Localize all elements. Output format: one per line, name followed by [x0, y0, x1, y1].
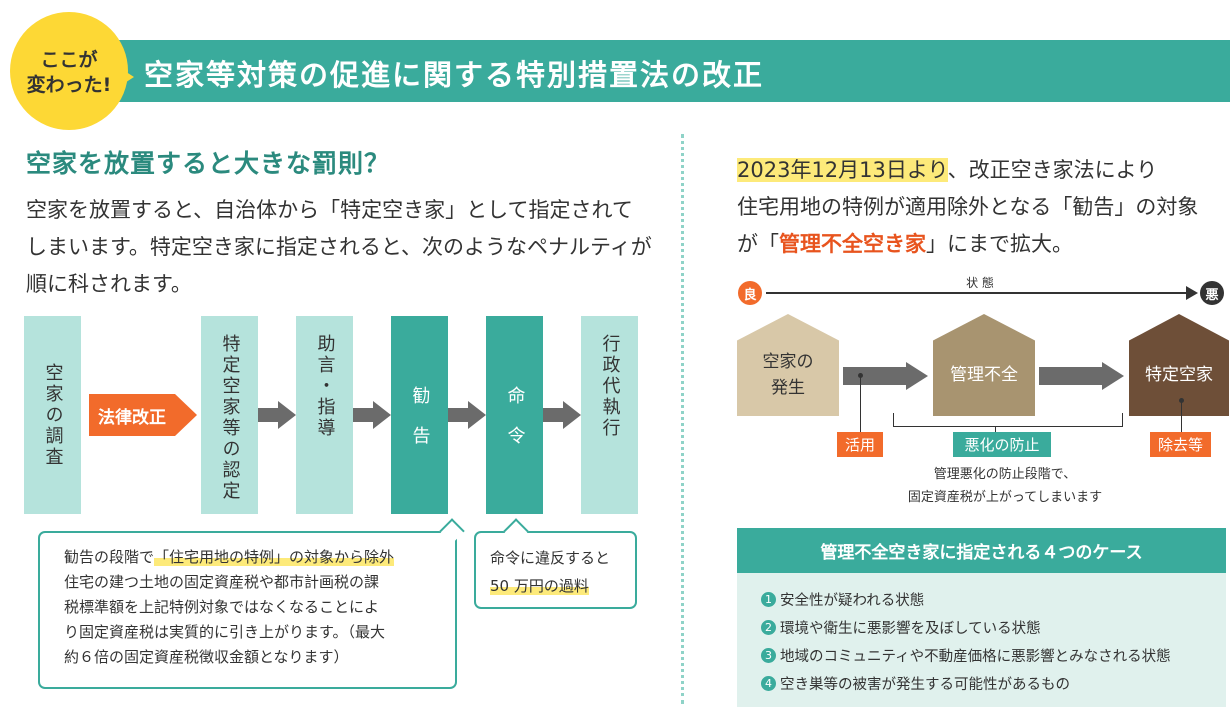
badge-text: ここが 変わった!: [10, 48, 128, 98]
case-item: 4 空き巣等の被害が発生する可能性があるもの: [761, 669, 1226, 697]
connector-dot: [1179, 398, 1184, 403]
callout-notch: [503, 518, 529, 544]
callout-line-2: 住宅の建つ土地の固定資産税や都市計画税の課: [64, 573, 380, 591]
flow-arrow-4: [543, 401, 581, 429]
callout-line-1: 命令に違反すると: [490, 549, 611, 567]
tag-use: 活用: [837, 432, 883, 457]
case-item: 2 環境や衛生に悪影響を及ぼしている状態: [761, 613, 1226, 641]
flow-step-certification: 特定空家等の認定: [201, 316, 258, 514]
case-number-icon: 4: [761, 675, 776, 691]
callout-line-4: り固定資産税は実質的に引き上がります。（最大: [64, 623, 386, 641]
order-callout: 命令に違反すると 50 万円の過料: [474, 518, 637, 609]
cases-list: 1 安全性が疑われる状態 2 環境や衛生に悪影響を及ぼしている状態 3 地域のコミュニ…: [737, 573, 1226, 707]
flow-step-execution: 行政代執行: [581, 316, 638, 514]
tag-prevent-deterioration: 悪化の防止: [953, 432, 1051, 457]
callout-line-3: 税標準額を上記特例対象ではなくなることによ: [64, 598, 380, 616]
case-number-icon: 2: [761, 619, 776, 635]
case-item: 1 安全性が疑われる状態: [761, 585, 1226, 613]
house-vacancy-occurs: 空家の 発生: [737, 314, 839, 416]
tag-removal: 除去等: [1150, 432, 1211, 457]
bracket-right: [1122, 413, 1123, 427]
callout-notch: [439, 518, 465, 544]
mismanaged-vacant-house-term: 管理不全空き家: [779, 232, 926, 256]
badge-line-2: 変わった!: [26, 74, 112, 96]
penalty-heading: 空家を放置すると大きな罰則？: [26, 149, 391, 178]
flow-step-label: 特定空家等の認定: [219, 334, 241, 502]
law-change-arrow-tip: [175, 394, 197, 436]
house-mismanaged: 管理不全: [933, 314, 1035, 416]
flow-step-label: 命令: [504, 386, 526, 466]
flow-arrow-2: [353, 401, 391, 429]
flow-step-label: 勧告: [409, 386, 431, 466]
badge-circle: [10, 12, 128, 130]
case-number-icon: 3: [761, 647, 776, 663]
penalty-intro: 空家を放置すると、自治体から「特定空き家」として指定されてしまいます。特定空き家…: [26, 198, 652, 296]
scale-good-icon: 良: [738, 281, 762, 305]
badge-line-1: ここが: [40, 49, 98, 71]
flow-step-label: 行政代執行: [599, 334, 621, 439]
revision-intro: 2023年12月13日より、改正空き家法により 住宅用地の特例が適用除外となる「…: [737, 158, 1199, 256]
law-change-label: 法律改正: [89, 394, 175, 436]
bracket-bottom: [893, 426, 1123, 427]
effective-date: 2023年12月13日より: [737, 158, 948, 182]
flow-step-label: 空家の調査: [42, 362, 64, 468]
callout-highlight: 「住宅用地の特例」の対象から除外: [154, 548, 395, 566]
column-divider: [681, 134, 684, 704]
flow-step-survey: 空家の調査: [24, 316, 81, 514]
cases-title: 管理不全空き家に指定される４つのケース: [737, 528, 1226, 573]
scale-label: 状 態: [966, 276, 994, 290]
page-title: 空家等対策の促進に関する特別措置法の改正: [144, 58, 765, 92]
flow-step-advice: 助言・指導: [296, 316, 353, 514]
law-change-arrow: 法律改正: [89, 394, 197, 436]
tax-note: 管理悪化の防止段階で、 固定資産税が上がってしまいます: [907, 467, 1103, 505]
connector-dot: [858, 373, 863, 378]
callout-line-2: 50 万円の過料: [490, 572, 635, 600]
recommendation-callout: 勧告の段階で「住宅用地の特例」の対象から除外 住宅の建つ土地の固定資産税や都市計…: [38, 518, 465, 689]
flow-step-recommendation: 勧告: [391, 316, 448, 514]
stage-arrow-2: [1039, 362, 1125, 390]
connector-line: [860, 376, 861, 432]
scale-arrow-head: [1186, 286, 1198, 300]
changed-badge: ここが 変わった!: [10, 12, 140, 132]
scale-bad-icon: 悪: [1200, 281, 1224, 305]
badge-tail: [120, 68, 134, 86]
case-number-icon: 1: [761, 591, 776, 607]
callout-line-1: 勧告の段階で「住宅用地の特例」の対象から除外: [64, 548, 395, 566]
flow-step-label: 助言・指導: [314, 334, 336, 439]
fine-highlight: 50 万円の過料: [490, 577, 589, 595]
bracket-stem: [995, 426, 996, 432]
stage-arrow-1: [843, 362, 929, 390]
flow-arrow-1: [258, 401, 296, 429]
case-item: 3 地域のコミュニティや不動産価格に悪影響とみなされる状態: [761, 641, 1226, 669]
revision-intro-line-2: 住宅用地の特例が適用除外となる「勧告」の対象: [737, 195, 1199, 219]
connector-line: [1181, 401, 1182, 432]
flow-arrow-3: [448, 401, 486, 429]
header-bar: [40, 40, 1230, 102]
callout-line-5: 約６倍の固定資産税徴収金額となります）: [64, 648, 349, 666]
scale-line: [766, 292, 1190, 294]
bracket-left: [893, 413, 894, 427]
flow-step-order: 命令: [486, 316, 543, 514]
